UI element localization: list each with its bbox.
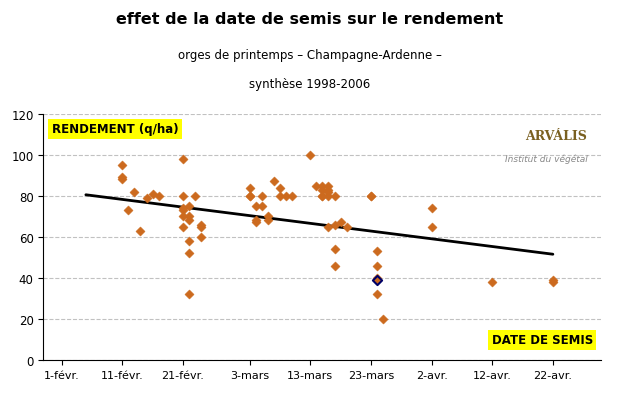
Point bbox=[130, 189, 140, 196]
Point bbox=[281, 193, 291, 200]
Point bbox=[330, 263, 340, 269]
Point bbox=[117, 175, 127, 181]
Point bbox=[342, 224, 352, 230]
Point bbox=[178, 207, 188, 214]
Point bbox=[324, 183, 334, 189]
Point bbox=[275, 193, 285, 200]
Point bbox=[372, 263, 382, 269]
Text: DATE DE SEMIS: DATE DE SEMIS bbox=[492, 333, 593, 346]
Point bbox=[366, 193, 376, 200]
Point bbox=[250, 203, 260, 210]
Point bbox=[178, 224, 188, 230]
Point bbox=[263, 213, 273, 220]
Point bbox=[196, 222, 206, 228]
Point bbox=[487, 279, 497, 285]
Point bbox=[335, 220, 345, 226]
Text: effet de la date de semis sur le rendement: effet de la date de semis sur le rendeme… bbox=[117, 12, 503, 27]
Point bbox=[324, 189, 334, 196]
Point bbox=[269, 179, 279, 185]
Text: RENDEMENT (q/ha): RENDEMENT (q/ha) bbox=[52, 123, 179, 136]
Point bbox=[178, 156, 188, 163]
Point bbox=[317, 193, 327, 200]
Point bbox=[184, 218, 194, 224]
Point bbox=[117, 177, 127, 183]
Point bbox=[245, 185, 255, 191]
Point bbox=[136, 228, 146, 234]
Point bbox=[154, 193, 164, 200]
Text: synthèse 1998-2006: synthèse 1998-2006 bbox=[249, 78, 371, 91]
Point bbox=[257, 193, 267, 200]
Point bbox=[148, 191, 157, 198]
Point bbox=[263, 218, 273, 224]
Point bbox=[372, 248, 382, 255]
Point bbox=[305, 152, 315, 159]
Point bbox=[427, 205, 436, 212]
Text: Institut du végétal: Institut du végétal bbox=[505, 154, 587, 163]
Point bbox=[178, 213, 188, 220]
Point bbox=[324, 187, 334, 193]
Point bbox=[250, 220, 260, 226]
Point bbox=[287, 193, 297, 200]
Point bbox=[324, 224, 334, 230]
Point bbox=[250, 218, 260, 224]
Point bbox=[184, 203, 194, 210]
Point bbox=[330, 246, 340, 253]
Point bbox=[178, 193, 188, 200]
Point bbox=[548, 277, 558, 283]
Point bbox=[548, 279, 558, 285]
Point bbox=[184, 291, 194, 298]
Point bbox=[366, 193, 376, 200]
Point bbox=[257, 203, 267, 210]
Point bbox=[317, 187, 327, 193]
Point bbox=[324, 193, 334, 200]
Point bbox=[184, 238, 194, 245]
Point bbox=[196, 234, 206, 240]
Point bbox=[317, 183, 327, 189]
Point bbox=[275, 185, 285, 191]
Point bbox=[196, 224, 206, 230]
Point bbox=[378, 316, 388, 322]
Point bbox=[372, 291, 382, 298]
Point bbox=[123, 207, 133, 214]
Point bbox=[317, 193, 327, 200]
Point bbox=[311, 183, 321, 189]
Point bbox=[427, 224, 436, 230]
Point bbox=[245, 193, 255, 200]
Point bbox=[372, 275, 382, 281]
Point bbox=[184, 250, 194, 257]
Point bbox=[178, 205, 188, 212]
Point bbox=[141, 195, 151, 202]
Point bbox=[184, 213, 194, 220]
Point bbox=[372, 277, 382, 283]
Point bbox=[330, 193, 340, 200]
Point bbox=[117, 162, 127, 169]
Point bbox=[245, 193, 255, 200]
Point bbox=[190, 193, 200, 200]
Text: orges de printemps – Champagne-Ardenne –: orges de printemps – Champagne-Ardenne – bbox=[178, 49, 442, 62]
Text: ARVÁLIS: ARVÁLIS bbox=[526, 129, 587, 142]
Point bbox=[330, 222, 340, 228]
